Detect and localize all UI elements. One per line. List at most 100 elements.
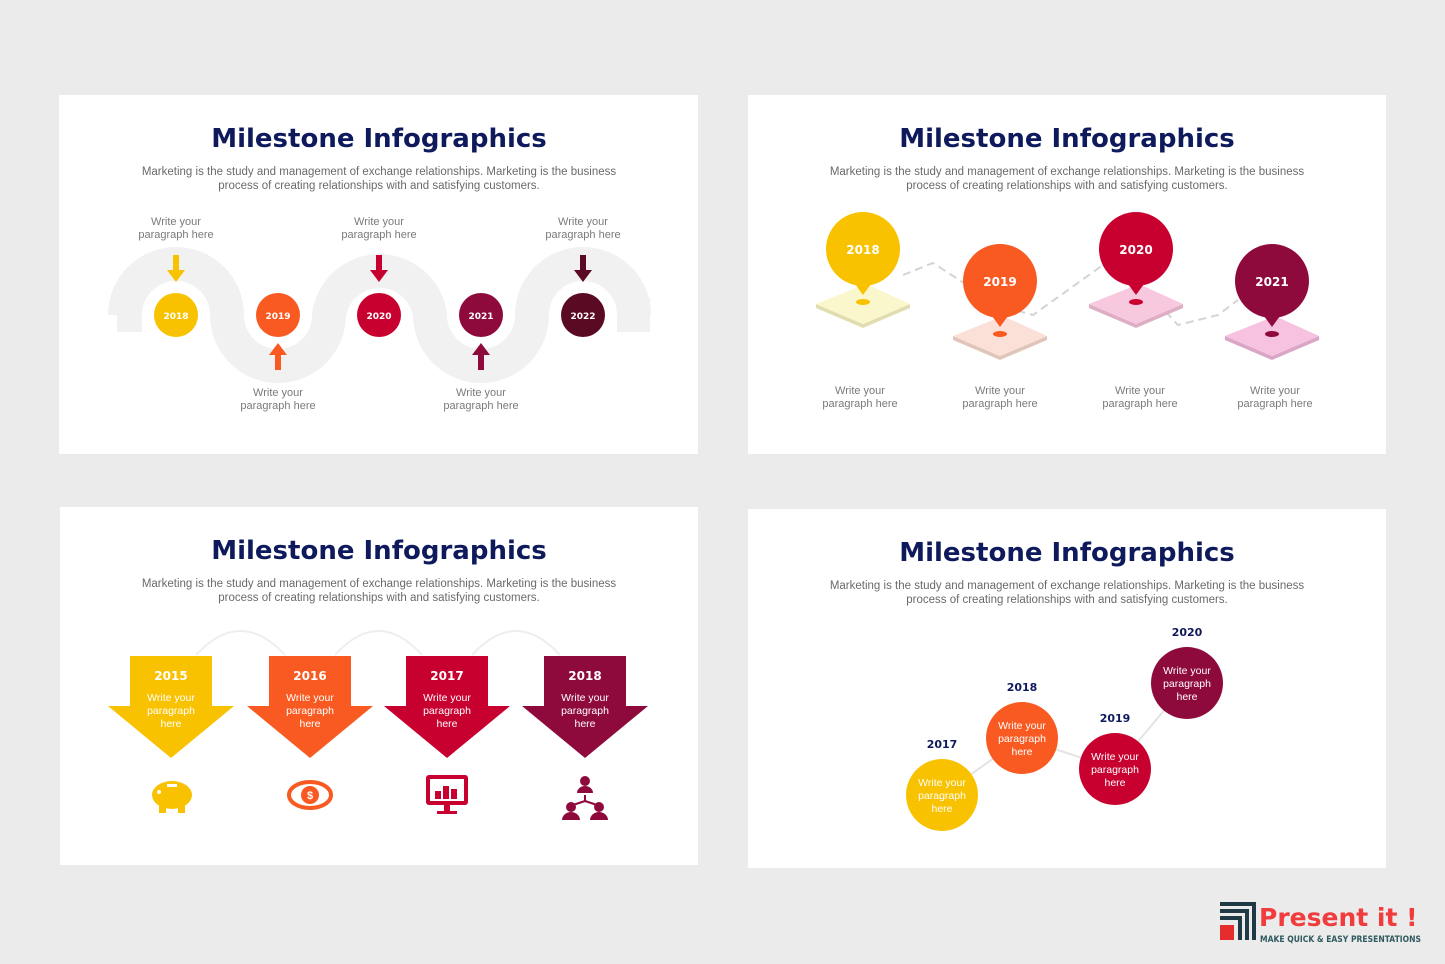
slide-subtitle-line: process of creating relationships with a… [906,594,1228,606]
slide-pin-timeline: Milestone Infographics Marketing is the s… [748,95,1386,454]
slide-title: Milestone Infographics [211,124,547,154]
arrow-up-icon [269,343,287,370]
year-circle [357,293,401,337]
milestone-text: paragraph [147,705,195,717]
milestone-circle [1079,733,1151,805]
svg-text:$: $ [307,790,313,802]
year-label: 2021 [1255,275,1288,289]
arrow-down-icon [574,255,592,282]
pin-shadow [993,331,1007,337]
year-label: 2018 [163,312,188,322]
milestone-text: Write your [253,387,303,399]
milestone-text: paragraph [423,705,471,717]
milestone-text: paragraph here [138,229,213,241]
year-label: 2018 [1007,681,1038,694]
dashed-connector [902,261,1239,327]
year-label: 2017 [430,669,463,683]
milestone-text: here [1104,777,1125,789]
milestone-text: here [1011,746,1032,758]
milestone-text: paragraph here [1237,398,1312,410]
pin-shadow [1129,299,1143,305]
year-label: 2015 [154,669,187,683]
connector-arc [195,630,286,656]
pin-shadow [1265,331,1279,337]
milestone-text: paragraph [1163,678,1211,690]
milestone-text: paragraph [998,733,1046,745]
milestone-text: here [1176,691,1197,703]
pin-tip [1264,316,1280,327]
slide-subtitle-line: process of creating relationships with a… [218,180,540,192]
year-label: 2021 [468,312,493,322]
piggy-bank-icon [152,781,192,813]
milestone-text: Write your [423,692,471,704]
year-label: 2020 [366,312,391,322]
milestone-circle [906,759,978,831]
milestone-text: paragraph here [962,398,1037,410]
milestone-text: paragraph here [545,229,620,241]
slide-subtitle-line: Marketing is the study and management of… [142,578,617,590]
milestone-circle [986,702,1058,774]
year-circle [561,293,605,337]
year-label: 2022 [570,312,595,322]
pin-tip [855,284,871,295]
pin-tip [1128,284,1144,295]
connector-arc [334,630,423,656]
milestone-text: Write your [1115,385,1165,397]
milestone-text: Write your [975,385,1025,397]
milestone-text: paragraph here [822,398,897,410]
milestone-text: Write your [835,385,885,397]
milestone-text: paragraph [1091,764,1139,776]
slide-title: Milestone Infographics [899,124,1235,154]
year-label: 2016 [293,669,326,683]
slide-subtitle-line: process of creating relationships with a… [906,180,1228,192]
milestone-text: here [299,718,320,730]
milestone-text: paragraph here [443,400,518,412]
arrow-down-icon [167,255,185,282]
year-label: 2020 [1119,243,1152,257]
slide-title: Milestone Infographics [899,538,1235,568]
arrow-down-shape [108,656,234,758]
milestone-text: Write your [354,216,404,228]
pin-shadow [856,299,870,305]
eye-dollar-icon: $ [287,780,333,810]
slide-subtitle-line: Marketing is the study and management of… [830,580,1305,592]
milestone-text: here [574,718,595,730]
milestone-text: here [931,803,952,815]
logo-tagline: MAKE QUICK & EASY PRESENTATIONS [1260,934,1421,945]
milestone-text: Write your [1163,665,1211,677]
milestone-text: Write your [1250,385,1300,397]
map-pin-icon [1235,244,1309,318]
milestone-circle [1151,647,1223,719]
pin-tip [992,316,1008,327]
slide-subtitle-line: Marketing is the study and management of… [142,166,617,178]
year-label: 2019 [265,312,290,322]
milestone-text: Write your [1091,751,1139,763]
team-hierarchy-icon [562,776,608,820]
slide-wave-timeline: Milestone Infographics Marketing is the s… [59,95,698,454]
present-it-logo: Present it ! MAKE QUICK & EASY PRESENTAT… [1218,898,1428,948]
milestone-text: Write your [456,387,506,399]
milestone-text: paragraph here [240,400,315,412]
map-pin-icon [963,244,1037,318]
map-pin-icon [1099,212,1173,286]
arrow-down-icon [370,255,388,282]
arrow-up-icon [472,343,490,370]
milestone-text: paragraph [286,705,334,717]
year-label: 2017 [927,738,958,751]
milestone-text: paragraph here [341,229,416,241]
milestone-text: paragraph here [1102,398,1177,410]
year-label: 2018 [846,243,879,257]
monitor-chart-icon [426,775,468,814]
